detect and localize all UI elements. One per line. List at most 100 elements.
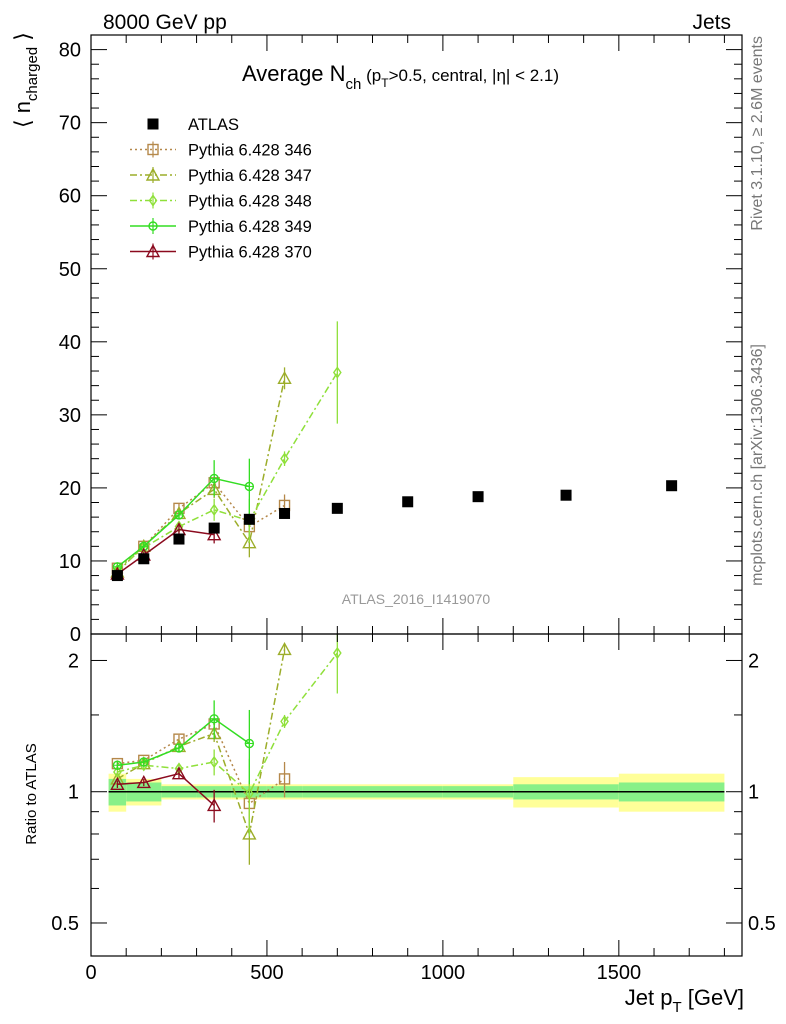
legend-entry-pythia-6-428-349: Pythia 6.428 349 — [130, 218, 312, 236]
y-label-subscript: charged — [24, 47, 41, 101]
legend-label-pythia-6-428-347: Pythia 6.428 347 — [188, 167, 312, 185]
title-condition-rest: >0.5, central, |η| < 2.1) — [389, 66, 559, 85]
rivet-version-label: Rivet 3.1.10, ≥ 2.6M events — [749, 36, 766, 231]
pythia-6-428-370-ratio-point — [110, 776, 125, 790]
atlas-data-point — [331, 502, 343, 514]
atlas-data-point — [666, 480, 678, 492]
pythia-6-428-348-ratio-line — [117, 652, 338, 795]
y-label-open: ⟨ n — [10, 101, 35, 128]
atlas-data-point — [138, 553, 150, 565]
pythia-6-428-349-point — [244, 481, 255, 492]
pythia-6-428-348-point — [209, 503, 219, 517]
pythia-6-428-348-ratio-point — [280, 715, 289, 728]
x-tick-label: 1000 — [421, 962, 466, 984]
legend-marker-pythia-6-428-370 — [145, 244, 161, 258]
ratio-y-tick-label: 1 — [68, 782, 79, 804]
legend-label-atlas: ATLAS — [188, 116, 239, 134]
legend-marker-pythia-6-428-346 — [147, 143, 159, 156]
x-tick-label: 0 — [85, 962, 96, 984]
pythia-6-428-348-series — [113, 321, 342, 576]
atlas-data-point — [402, 496, 414, 508]
x-axis-label: Jet pT [GeV] — [625, 985, 744, 1016]
x-label-main: Jet p — [625, 985, 673, 1010]
header-process-label: Jets — [692, 11, 731, 34]
main-y-tick-label: 70 — [59, 113, 81, 135]
pythia-6-428-348-ratio-point — [244, 787, 254, 800]
analysis-id-label: ATLAS_2016_I1419070 — [342, 591, 491, 607]
pythia-6-428-370-ratio-point — [136, 775, 151, 789]
pythia-6-428-349-ratio-point — [174, 743, 184, 753]
x-label-unit: [GeV] — [682, 985, 744, 1010]
x-tick-label: 1500 — [597, 962, 642, 984]
legend-entry-pythia-6-428-348: Pythia 6.428 348 — [130, 192, 312, 211]
title-condition-open: (p — [361, 66, 381, 85]
legend-marker-atlas — [147, 118, 159, 130]
ratio-y-tick-label: 0.5 — [51, 913, 79, 935]
pythia-6-428-349-ratio-series — [112, 700, 255, 785]
x-tick-label: 500 — [250, 962, 283, 984]
pythia-6-428-349-series — [112, 458, 255, 572]
pythia-6-428-349-ratio-point — [244, 738, 255, 749]
legend-entry-pythia-6-428-346: Pythia 6.428 346 — [130, 141, 312, 160]
title-main-subscript: ch — [346, 76, 362, 93]
pythia-6-428-346-ratio-series — [111, 717, 291, 830]
main-panel-series — [110, 321, 678, 582]
ratio-y-tick-label: 2 — [68, 650, 79, 672]
pythia-6-428-349-point — [209, 473, 219, 484]
pythia-6-428-346-ratio-line — [117, 723, 285, 805]
main-y-tick-label: 60 — [59, 186, 81, 208]
y-label-close: ⟩ — [10, 32, 35, 47]
main-y-axis-label: ⟨ ncharged ⟩ — [10, 32, 41, 128]
ratio-y-tick-label-right: 2 — [748, 650, 759, 672]
pythia-6-428-347-ratio-line — [117, 649, 286, 837]
pythia-6-428-346-ratio-point — [278, 773, 291, 785]
legend: ATLAS Pythia 6.428 346 Pythia 6.428 347 Pyt… — [130, 116, 312, 262]
pythia-6-428-347-ratio-point — [242, 826, 257, 840]
header-energy-label: 8000 GeV pp — [103, 11, 227, 34]
ratio-panel-axes: 0 500 1000 1500 0.5 0.5 1 1 2 2 — [51, 634, 776, 984]
pythia-6-428-348-ratio-point — [139, 759, 149, 772]
pythia-6-428-347-ratio-point — [277, 641, 292, 656]
title-condition-subscript: T — [381, 76, 389, 90]
main-panel-axes: 0 10 20 30 40 50 60 70 80 — [59, 34, 742, 646]
main-y-tick-label: 30 — [59, 405, 81, 427]
pythia-6-428-370-line — [116, 528, 215, 575]
x-label-subscript: T — [672, 999, 681, 1016]
legend-marker-pythia-6-428-349 — [148, 221, 158, 231]
ratio-y-tick-label-right: 1 — [748, 782, 759, 804]
pythia-6-428-348-point — [332, 366, 342, 379]
main-y-tick-label: 40 — [59, 332, 81, 354]
ratio-y-tick-label-right: 0.5 — [748, 913, 776, 935]
ratio-panel-frame — [90, 633, 743, 957]
pythia-6-428-349-point — [174, 510, 184, 520]
legend-marker-pythia-6-428-347 — [145, 167, 161, 181]
main-y-tick-label: 10 — [59, 551, 81, 573]
title-main: Average N — [242, 61, 346, 86]
pythia-6-428-347-point — [277, 370, 292, 385]
pythia-6-428-349-ratio-point — [209, 714, 219, 724]
pythia-6-428-370-point — [206, 527, 222, 541]
main-y-tick-label: 50 — [59, 259, 81, 281]
atlas-data-point — [472, 491, 484, 503]
ratio-y-axis-label: Ratio to ATLAS — [23, 743, 40, 844]
pythia-6-428-370-ratio-line — [117, 772, 215, 807]
legend-label-pythia-6-428-370: Pythia 6.428 370 — [188, 244, 312, 262]
legend-label-pythia-6-428-346: Pythia 6.428 346 — [188, 142, 312, 160]
legend-entry-atlas: ATLAS — [147, 116, 239, 134]
atlas-data-point — [173, 533, 185, 545]
pythia-6-428-349-ratio-point — [112, 760, 123, 770]
ratio-panel-series — [110, 634, 342, 865]
legend-marker-pythia-6-428-348 — [148, 194, 158, 207]
pythia-6-428-349-ratio-point — [139, 757, 149, 767]
main-y-tick-label: 80 — [59, 40, 81, 62]
legend-entry-pythia-6-428-347: Pythia 6.428 347 — [130, 167, 312, 185]
atlas-data-point — [111, 570, 123, 582]
pythia-6-428-348-ratio-point — [332, 646, 342, 660]
plot-title: Average Nch (pT>0.5, central, |η| < 2.1) — [242, 61, 559, 93]
atlas-data-point — [208, 522, 220, 534]
atlas-series — [111, 480, 678, 582]
legend-label-pythia-6-428-349: Pythia 6.428 349 — [188, 218, 312, 236]
legend-entry-pythia-6-428-370: Pythia 6.428 370 — [130, 243, 312, 262]
pythia-6-428-370-ratio-point — [206, 798, 222, 812]
atlas-data-point — [560, 489, 572, 501]
